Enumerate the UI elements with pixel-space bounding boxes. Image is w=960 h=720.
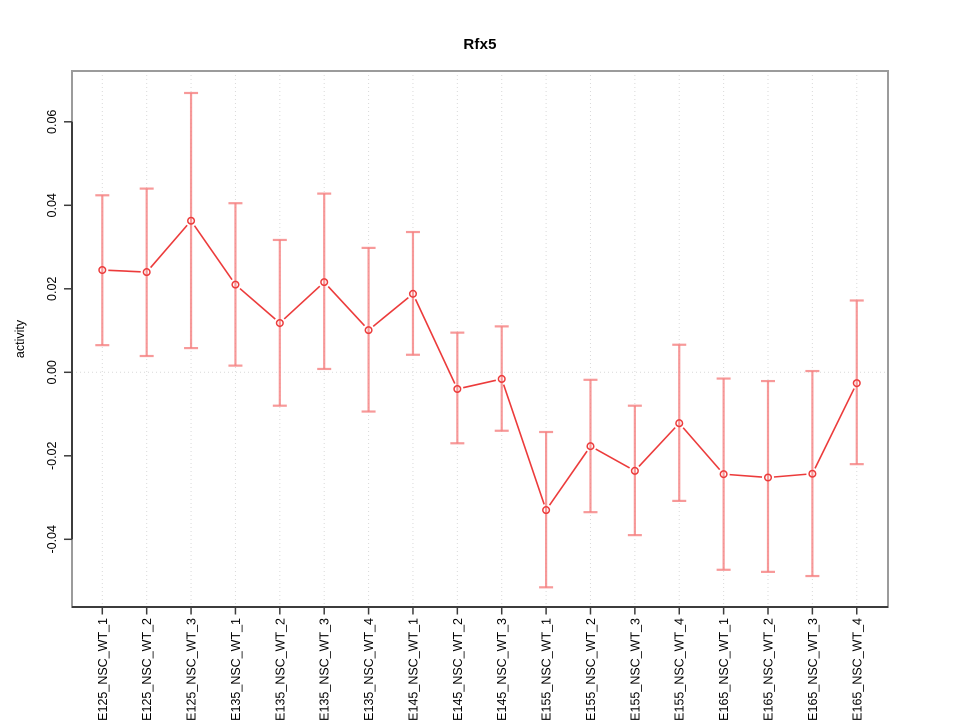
chart-title: Rfx5 xyxy=(463,36,497,53)
y-tick-label: -0.04 xyxy=(45,525,59,554)
axis-labels: 0.06 0.04 0.02 0.00 -0.02 -0.04 E125_NSC_WT_1 E… xyxy=(13,110,864,720)
series-segment xyxy=(239,287,276,320)
series-segment xyxy=(108,269,141,273)
data-point xyxy=(586,442,595,451)
x-tick-label: E145_NSC_WT_3 xyxy=(495,618,509,720)
data-point xyxy=(675,419,684,428)
y-tick-label: -0.02 xyxy=(45,442,59,471)
series-segment xyxy=(327,285,366,327)
data-point xyxy=(719,470,728,479)
x-tick-label: E125_NSC_WT_2 xyxy=(140,618,154,720)
error-bars xyxy=(95,91,864,589)
series-segment xyxy=(149,224,188,269)
series-segment xyxy=(814,388,855,469)
x-tick-label: E155_NSC_WT_1 xyxy=(540,618,554,720)
series-segment xyxy=(638,427,676,467)
series-segment xyxy=(283,285,321,320)
data-point xyxy=(231,280,240,289)
series-segment xyxy=(463,379,497,389)
x-tick-label: E155_NSC_WT_3 xyxy=(628,618,642,720)
x-tick-label: E125_NSC_WT_1 xyxy=(96,618,110,720)
x-tick-label: E135_NSC_WT_2 xyxy=(273,618,287,720)
series-segment xyxy=(682,427,721,471)
series-segment xyxy=(773,473,807,478)
data-point xyxy=(408,289,418,298)
data-points xyxy=(98,216,861,515)
x-tick-label: E155_NSC_WT_4 xyxy=(673,618,687,720)
data-point xyxy=(763,473,773,482)
data-point xyxy=(364,326,373,335)
y-tick-label: 0.00 xyxy=(45,360,59,384)
y-tick-label: 0.06 xyxy=(45,110,59,134)
y-axis-title: activity xyxy=(13,319,27,358)
x-tick-label: E135_NSC_WT_1 xyxy=(229,618,243,720)
series-line xyxy=(108,224,855,506)
plot-box xyxy=(71,70,889,608)
x-tick-label: E135_NSC_WT_3 xyxy=(318,618,332,720)
y-tick-label: 0.04 xyxy=(45,193,59,217)
data-point xyxy=(320,278,329,287)
data-point xyxy=(497,374,506,384)
axes xyxy=(64,70,889,615)
x-tick-label: E125_NSC_WT_3 xyxy=(185,618,199,720)
data-point xyxy=(142,268,151,277)
data-point xyxy=(852,379,861,388)
x-tick-label: E165_NSC_WT_2 xyxy=(762,618,776,720)
data-point xyxy=(630,466,639,475)
data-point xyxy=(187,216,196,225)
series-segment xyxy=(548,450,588,506)
data-point xyxy=(542,506,551,515)
x-tick-label: E155_NSC_WT_2 xyxy=(584,618,598,720)
series-segment xyxy=(502,384,545,505)
x-tick-label: E135_NSC_WT_4 xyxy=(362,618,376,720)
x-tick-label: E165_NSC_WT_3 xyxy=(806,618,820,720)
series-segment xyxy=(414,298,456,384)
x-tick-label: E165_NSC_WT_1 xyxy=(717,618,731,720)
x-tick-label: E165_NSC_WT_4 xyxy=(850,618,864,720)
data-point xyxy=(453,384,462,394)
data-point xyxy=(275,318,284,328)
series-segment xyxy=(595,448,631,469)
series-segment xyxy=(372,296,409,327)
data-point xyxy=(808,469,817,478)
gridlines xyxy=(72,71,888,607)
data-point xyxy=(98,265,107,275)
x-tick-label: E145_NSC_WT_2 xyxy=(451,618,465,720)
x-tick-label: E145_NSC_WT_1 xyxy=(406,618,420,720)
series-segment xyxy=(729,473,763,478)
y-tick-label: 0.02 xyxy=(45,277,59,301)
series-segment xyxy=(193,225,233,281)
